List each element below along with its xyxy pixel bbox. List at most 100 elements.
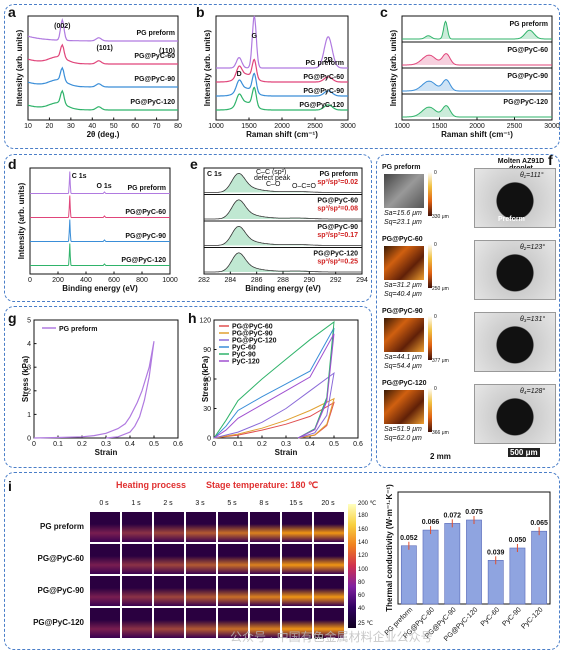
e-series-ratio-2: sp³/sp²=0.17 bbox=[317, 232, 358, 239]
f-droplet-image-3 bbox=[474, 384, 556, 444]
e-series-fill-1 bbox=[204, 199, 362, 219]
f-surface-image-0 bbox=[384, 174, 424, 208]
h-xtick-label-3: 0.3 bbox=[281, 441, 291, 448]
b-series-name-3: PG@PyC-120 bbox=[299, 102, 344, 109]
d-series-line-1 bbox=[30, 195, 170, 218]
b-series-name-0: PG preform bbox=[305, 60, 344, 67]
a-series-line-2 bbox=[27, 66, 178, 88]
a-xtick-label-2: 30 bbox=[67, 123, 75, 130]
f-scale-right: 500 μm bbox=[508, 448, 540, 457]
i-time-2: 2 s bbox=[163, 500, 173, 507]
h-series-line-4 bbox=[213, 320, 335, 439]
d-series-line-2 bbox=[30, 219, 170, 242]
e-series-line-3 bbox=[204, 252, 362, 273]
f-colorbar-max-3: 366 μm bbox=[432, 430, 449, 436]
c-series-line-3 bbox=[402, 105, 552, 118]
a-series-name-0: PG preform bbox=[136, 30, 175, 37]
g-ylabel: Stress (kPa) bbox=[21, 356, 30, 403]
i-bar-value-2: 0.072 bbox=[444, 512, 462, 519]
i-bar-value-3: 0.075 bbox=[465, 509, 483, 516]
f-surface-image-3 bbox=[384, 390, 424, 424]
e-xtick-label-0: 282 bbox=[198, 277, 210, 284]
i-thermal-image-3-5 bbox=[250, 608, 280, 638]
g-ytick-label-0: 0 bbox=[27, 436, 31, 443]
a-series-name-1: PG@PyC-60 bbox=[134, 53, 175, 60]
g-ytick-label-5: 5 bbox=[27, 318, 31, 325]
a-xtick-label-3: 40 bbox=[88, 123, 96, 130]
h-legend-label-5: PyC-120 bbox=[232, 359, 260, 366]
f-surface-image-1 bbox=[384, 246, 424, 280]
c-xtick-label-4: 3000 bbox=[544, 123, 560, 130]
f-colorbar-1 bbox=[428, 244, 432, 288]
a-xlabel: 2θ (deg.) bbox=[87, 130, 120, 139]
panel-label-d: d bbox=[8, 156, 17, 172]
c-series-name-3: PG@PyC-120 bbox=[503, 99, 548, 106]
i-thermal-image-1-4 bbox=[218, 544, 248, 574]
a-xtick-label-1: 20 bbox=[46, 123, 54, 130]
c-xtick-label-0: 1000 bbox=[394, 123, 410, 130]
e-annotation-3: C–O bbox=[266, 181, 281, 188]
c-ylabel: Intensity (arb. units) bbox=[389, 29, 398, 106]
i-thermal-image-2-7 bbox=[314, 576, 344, 606]
i-time-1: 1 s bbox=[131, 500, 141, 507]
e-series-name-1: PG@PyC-60 bbox=[317, 198, 358, 205]
h-legend-label-4: PyC-90 bbox=[232, 352, 256, 359]
f-droplet-image-1 bbox=[474, 240, 556, 300]
f-colorbar-3 bbox=[428, 388, 432, 432]
f-sq-3: Sq=62.0 μm bbox=[384, 435, 422, 442]
e-annotation-2: defect peak bbox=[254, 175, 291, 182]
i-bar-ylabel: Thermal conductivity (W·m⁻¹·K⁻¹) bbox=[385, 484, 394, 612]
i-time-4: 5 s bbox=[227, 500, 237, 507]
g-xtick-label-6: 0.6 bbox=[173, 441, 183, 448]
panel-label-g: g bbox=[8, 310, 17, 326]
d-series-name-3: PG@PyC-120 bbox=[121, 257, 166, 264]
c-series-fill-2 bbox=[402, 79, 552, 91]
e-series-name-2: PG@PyC-90 bbox=[317, 224, 358, 231]
a-ylabel: Intensity (arb. units) bbox=[15, 29, 24, 106]
i-colorbar-tick-0: 200 ℃ bbox=[358, 501, 377, 507]
i-time-5: 8 s bbox=[259, 500, 269, 507]
a-xtick-label-5: 60 bbox=[131, 123, 139, 130]
b-series-name-1: PG@PyC-60 bbox=[303, 74, 344, 81]
e-annotation-4: O–C=O bbox=[292, 183, 316, 190]
e-xtick-label-5: 292 bbox=[330, 277, 342, 284]
g-xtick-label-3: 0.3 bbox=[101, 441, 111, 448]
h-legend-label-1: PG@PyC-90 bbox=[232, 331, 273, 338]
i-thermal-image-1-1 bbox=[122, 544, 152, 574]
i-thermal-image-2-5 bbox=[250, 576, 280, 606]
e-series-fill-0 bbox=[204, 173, 362, 193]
d-xtick-label-2: 400 bbox=[80, 277, 92, 284]
c-xtick-label-1: 1500 bbox=[432, 123, 448, 130]
f-scale-left: 2 mm bbox=[430, 452, 451, 461]
a-xtick-label-4: 50 bbox=[110, 123, 118, 130]
e-series-line-2 bbox=[204, 226, 362, 246]
i-thermal-image-0-4 bbox=[218, 512, 248, 542]
e-series-name-3: PG@PyC-120 bbox=[313, 251, 358, 258]
i-thermal-image-2-6 bbox=[282, 576, 312, 606]
e-series-line-1 bbox=[204, 199, 362, 220]
panel-label-a: a bbox=[8, 4, 16, 20]
h-ytick-label-3: 90 bbox=[203, 347, 211, 354]
i-thermal-image-3-2 bbox=[154, 608, 184, 638]
i-thermal-image-2-4 bbox=[218, 576, 248, 606]
panel-frame-gh bbox=[4, 306, 372, 468]
h-xtick-label-5: 0.5 bbox=[329, 441, 339, 448]
panel-label-b: b bbox=[196, 4, 205, 20]
i-time-7: 20 s bbox=[321, 500, 335, 507]
d-series-line-3 bbox=[30, 243, 170, 266]
i-colorbar bbox=[348, 504, 356, 628]
c-series-name-2: PG@PyC-90 bbox=[507, 73, 548, 80]
e-series-ratio-3: sp³/sp²=0.25 bbox=[317, 259, 358, 266]
h-ytick-label-1: 30 bbox=[203, 406, 211, 413]
d-xtick-label-5: 1000 bbox=[162, 277, 178, 284]
panel-frame-f bbox=[376, 154, 560, 468]
a-xtick-label-7: 80 bbox=[174, 123, 182, 130]
a-series-line-1 bbox=[27, 43, 178, 65]
i-thermal-image-3-1 bbox=[122, 608, 152, 638]
f-colorbar-max-1: 250 μm bbox=[432, 286, 449, 292]
a-annotation-1: (101) bbox=[97, 45, 113, 52]
e-series-fill-3 bbox=[204, 252, 362, 272]
e-xlabel: Binding energy (eV) bbox=[245, 284, 321, 293]
h-legend-label-2: PG@PyC-120 bbox=[232, 338, 277, 345]
i-colorbar-tick-6: 80 bbox=[358, 579, 365, 586]
